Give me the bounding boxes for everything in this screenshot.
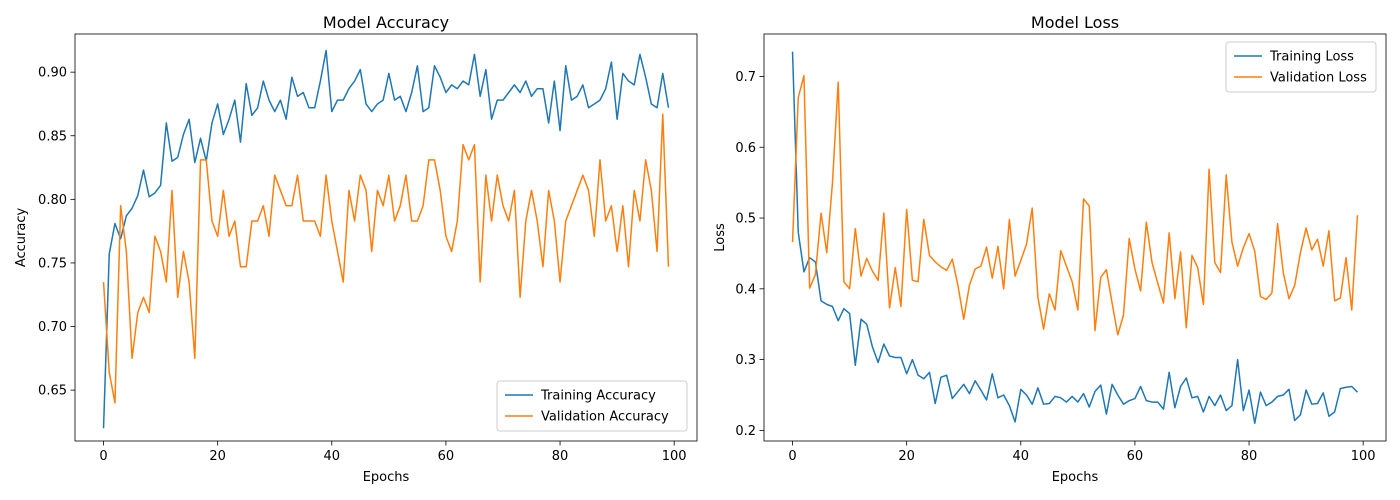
x-tick-label-1-3: 60 <box>1127 449 1144 464</box>
legend-box-1 <box>1225 41 1377 93</box>
series-line-0-0 <box>102 49 670 429</box>
x-tick-label-0-4: 80 <box>552 449 569 464</box>
legend-label-0-0: Training Accuracy <box>540 389 656 404</box>
y-tick-label-1-1: 0.3 <box>735 353 756 368</box>
legend-label-1-1: Validation Loss <box>1270 71 1367 86</box>
x-tick-label-0-0: 0 <box>99 449 107 464</box>
y-tick-label-1-0: 0.2 <box>735 424 756 439</box>
y-tick-label-1-2: 0.4 <box>735 282 756 297</box>
y-axis-label-0: Accuracy <box>14 208 29 268</box>
series-line-1-1 <box>791 75 1359 336</box>
chart-title-0: Model Accuracy <box>323 13 449 32</box>
legend-box-0 <box>496 380 688 432</box>
axes-frame-0 <box>74 33 698 442</box>
x-axis-label-1: Epochs <box>1052 470 1099 485</box>
y-tick-label-1-3: 0.5 <box>735 212 756 227</box>
x-tick-label-1-1: 20 <box>898 449 915 464</box>
x-axis-label-0: Epochs <box>363 470 410 485</box>
chart-title-1: Model Loss <box>1031 13 1119 32</box>
legend-label-0-1: Validation Accuracy <box>541 410 669 425</box>
axes-frame-1 <box>763 33 1387 442</box>
y-tick-label-0-0: 0.65 <box>38 384 67 399</box>
x-tick-label-1-2: 40 <box>1013 449 1030 464</box>
x-tick-label-1-0: 0 <box>788 449 796 464</box>
y-tick-label-1-4: 0.6 <box>735 141 756 156</box>
y-tick-label-0-3: 0.80 <box>38 193 67 208</box>
y-tick-label-1-5: 0.7 <box>735 70 756 85</box>
legend-0: Training Accuracy Validation Accuracy <box>496 380 688 432</box>
series-line-0-1 <box>102 113 670 404</box>
y-tick-label-0-1: 0.70 <box>38 320 67 335</box>
x-tick-label-0-3: 60 <box>438 449 455 464</box>
series-line-1-0 <box>791 51 1358 425</box>
y-tick-label-0-5: 0.90 <box>38 66 67 81</box>
chart-1: 0 20 40 60 80 100 0.2 0.3 0.4 0.5 0.6 0.7 Model Loss… <box>713 13 1387 485</box>
x-tick-label-0-5: 100 <box>662 449 687 464</box>
x-tick-label-1-4: 80 <box>1241 449 1258 464</box>
y-axis-label-1: Loss <box>713 223 728 252</box>
legend-label-1-0: Training Loss <box>1269 50 1354 65</box>
legend-1: Training Loss Validation Loss <box>1225 41 1377 93</box>
chart-0: 0 20 40 60 80 100 0.65 0.70 0.75 0.80 0.85 0.90 Mode… <box>14 13 698 485</box>
x-tick-label-1-5: 100 <box>1351 449 1376 464</box>
y-tick-label-0-2: 0.75 <box>38 256 67 271</box>
x-tick-label-0-2: 40 <box>324 449 341 464</box>
x-tick-label-0-1: 20 <box>209 449 226 464</box>
y-tick-label-0-4: 0.85 <box>38 129 67 144</box>
